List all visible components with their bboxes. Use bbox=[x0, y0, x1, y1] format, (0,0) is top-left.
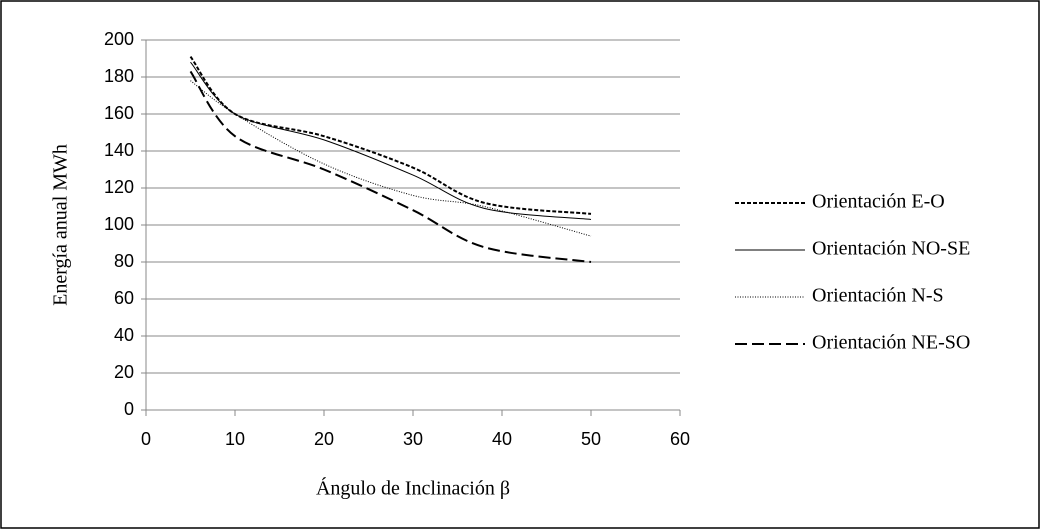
y-tick-label: 120 bbox=[104, 177, 134, 197]
x-axis-title: Ángulo de Inclinación β bbox=[316, 477, 510, 500]
legend-label: Orientación NE-SO bbox=[812, 332, 970, 354]
series-line bbox=[190, 80, 592, 237]
y-tick-label: 200 bbox=[104, 29, 134, 49]
y-tick-label: 160 bbox=[104, 103, 134, 123]
y-axis-title: Energía anual MWh bbox=[50, 144, 72, 306]
y-tick-label: 20 bbox=[114, 362, 134, 382]
x-tick-label: 60 bbox=[670, 429, 690, 449]
y-tick-label: 180 bbox=[104, 66, 134, 86]
x-tick-label: 20 bbox=[314, 429, 334, 449]
y-tick-label: 60 bbox=[114, 288, 134, 308]
y-tick-label: 80 bbox=[114, 251, 134, 271]
legend-label: Orientación N-S bbox=[812, 285, 944, 307]
y-tick-label: 40 bbox=[114, 325, 134, 345]
y-tick-label: 100 bbox=[104, 214, 134, 234]
x-tick-label: 30 bbox=[403, 429, 423, 449]
x-tick-label: 40 bbox=[492, 429, 512, 449]
y-tick-label: 0 bbox=[124, 399, 134, 419]
x-tick-label: 10 bbox=[225, 429, 245, 449]
series-line bbox=[189, 70, 592, 263]
x-tick-label: 0 bbox=[141, 429, 151, 449]
legend-label: Orientación E-O bbox=[812, 191, 945, 213]
y-tick-label: 140 bbox=[104, 140, 134, 160]
x-tick-label: 50 bbox=[581, 429, 601, 449]
legend-label: Orientación NO-SE bbox=[812, 238, 970, 260]
